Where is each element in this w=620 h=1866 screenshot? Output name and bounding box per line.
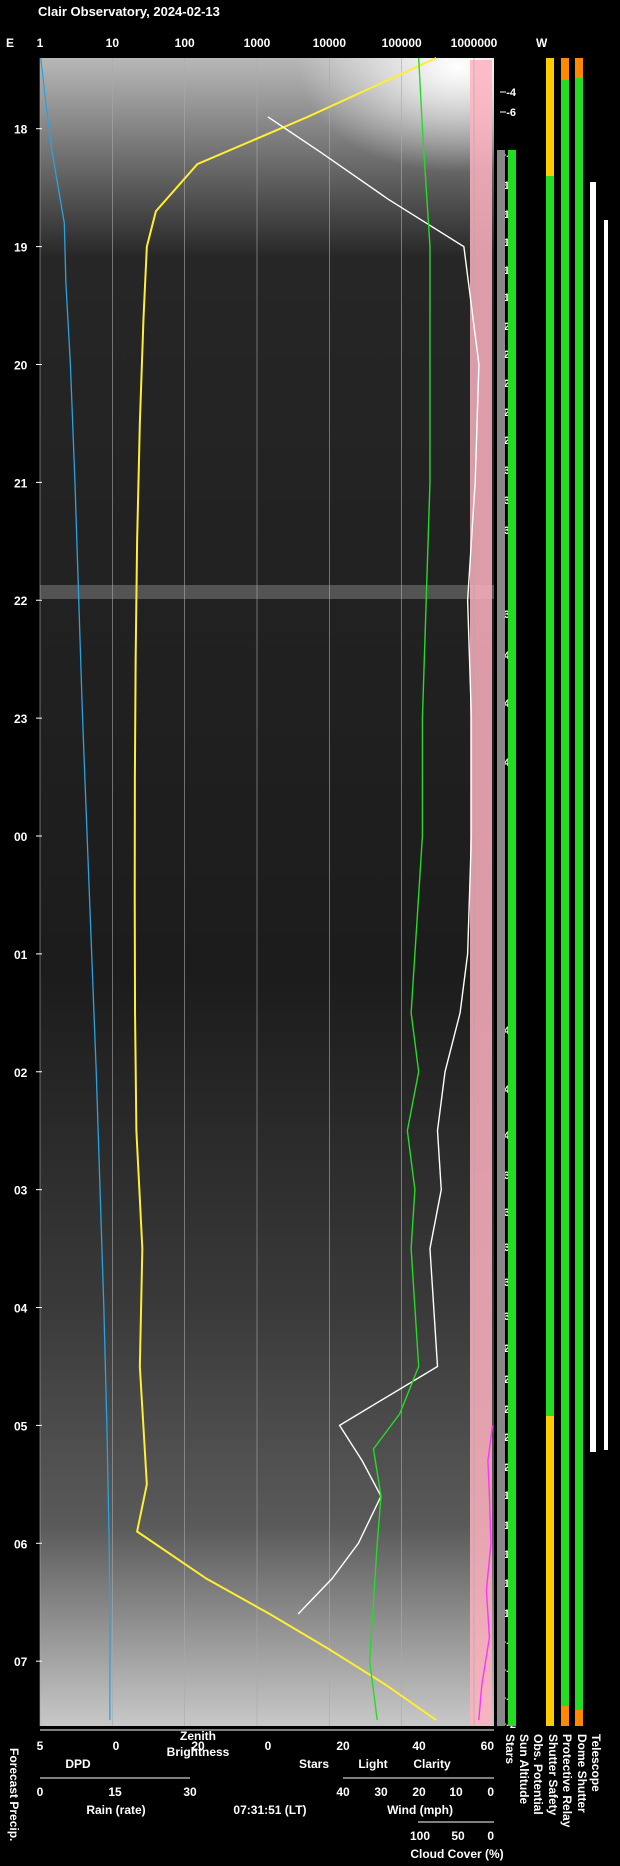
top-tick-label: 10000 xyxy=(313,36,347,50)
cloud-band xyxy=(40,585,494,599)
time-tick-label: 06 xyxy=(14,1537,28,1551)
side-column-label: Dome Shutter xyxy=(575,1734,589,1813)
stars-light-clarity-label: Stars xyxy=(299,1757,329,1771)
wind-tick: 30 xyxy=(374,1785,388,1799)
time-tick-label: 21 xyxy=(14,476,28,490)
time-tick-label: 00 xyxy=(14,830,28,844)
top-tick-label: 1000 xyxy=(244,36,271,50)
stars-light-clarity-label: Light xyxy=(358,1757,387,1771)
obs-potential-good xyxy=(546,176,554,1416)
side-column-label: Stars xyxy=(503,1734,517,1764)
time-tick-label: 07 xyxy=(14,1655,28,1669)
side-column-label: Protective Relay xyxy=(560,1734,574,1828)
stars-light-clarity-label: Clarity xyxy=(413,1757,451,1771)
top-tick-label: 1 xyxy=(37,36,44,50)
sun-tick-label: -4 xyxy=(506,87,517,99)
shutter-safety-good xyxy=(561,80,569,1706)
dpd-tick: 5 xyxy=(37,1739,44,1753)
cloud-cover-label: Cloud Cover (%) xyxy=(410,1847,503,1861)
zenith-label-line1: Zenith xyxy=(180,1729,216,1743)
zenith-brightness-series xyxy=(133,57,437,1721)
series-lines xyxy=(40,57,494,1721)
time-tick-label: 03 xyxy=(14,1184,28,1198)
grid-lines xyxy=(39,58,475,1726)
stars-light-clarity-tick: 0 xyxy=(265,1739,272,1753)
rain-tick: 30 xyxy=(183,1785,197,1799)
sun-tick-label: -6 xyxy=(506,107,516,119)
dpd-series xyxy=(40,57,111,1721)
time-axis: 18 19 20 21 22 23 00 01 02 03 04 05 06 07 xyxy=(14,123,42,1669)
wind-tick: 20 xyxy=(412,1785,426,1799)
wind-tick: 40 xyxy=(336,1785,350,1799)
zenith-label-line2: Brightness xyxy=(167,1745,230,1759)
protective-relay-good xyxy=(575,78,583,1710)
time-tick-label: 05 xyxy=(14,1419,28,1433)
stars-light-clarity-tick: 60 xyxy=(481,1739,495,1753)
forecast-label: Forecast Precip. xyxy=(7,1748,21,1841)
side-column-label: Shutter Safety xyxy=(546,1734,560,1816)
time-tick-label: 18 xyxy=(14,123,28,137)
time-tick-label: 22 xyxy=(14,594,28,608)
wind-label: Wind (mph) xyxy=(387,1803,453,1817)
zenith-tick: 20 xyxy=(191,1739,205,1753)
rain-label: Rain (rate) xyxy=(86,1803,145,1817)
time-tick-label: 02 xyxy=(14,1066,28,1080)
stars-light-clarity-tick: 40 xyxy=(412,1739,426,1753)
cloud-cover-series xyxy=(478,1425,494,1721)
wind-tick: 10 xyxy=(449,1785,463,1799)
telescope-column xyxy=(604,220,608,1450)
timestamp: 07:31:51 (LT) xyxy=(233,1803,306,1817)
time-tick-label: 04 xyxy=(14,1302,28,1316)
side-column-label: Obs. Potential xyxy=(531,1734,545,1815)
time-tick-label: 23 xyxy=(14,712,28,726)
side-column-label: Sun Altitude xyxy=(517,1734,531,1805)
time-tick-label: 20 xyxy=(14,358,28,372)
cloud-tick: 0 xyxy=(487,1829,494,1843)
stars-series xyxy=(267,116,480,1615)
chart-title: Clair Observatory, 2024-02-13 xyxy=(38,4,220,19)
stars-light-clarity-tick: 20 xyxy=(336,1739,350,1753)
clarity-series xyxy=(368,57,431,1721)
rain-tick: 15 xyxy=(108,1785,122,1799)
top-tick-label: 1000000 xyxy=(451,36,498,50)
side-column-label: Telescope xyxy=(589,1734,603,1792)
west-label: W xyxy=(536,36,548,50)
dome-shutter-column xyxy=(590,182,596,1452)
twilight-glow xyxy=(40,58,494,358)
stars-column xyxy=(497,150,505,1726)
time-tick-label: 01 xyxy=(14,948,28,962)
dpd-label: DPD xyxy=(65,1757,91,1771)
dpd-tick: 0 xyxy=(113,1739,120,1753)
sun-altitude-column xyxy=(508,150,516,1726)
wind-tick: 0 xyxy=(487,1785,494,1799)
top-tick-label: 100 xyxy=(175,36,195,50)
top-axis: 1 10 100 1000 10000 100000 1000000 xyxy=(37,36,498,50)
cloud-tick: 50 xyxy=(451,1829,465,1843)
rain-tick: 0 xyxy=(37,1785,44,1799)
side-column-labels: Stars Sun Altitude Obs. Potential Shutter S… xyxy=(503,1734,603,1828)
east-label: E xyxy=(6,36,14,50)
top-tick-label: 10 xyxy=(106,36,120,50)
time-tick-label: 19 xyxy=(14,241,28,255)
top-tick-label: 100000 xyxy=(382,36,422,50)
cloud-tick: 100 xyxy=(410,1829,430,1843)
